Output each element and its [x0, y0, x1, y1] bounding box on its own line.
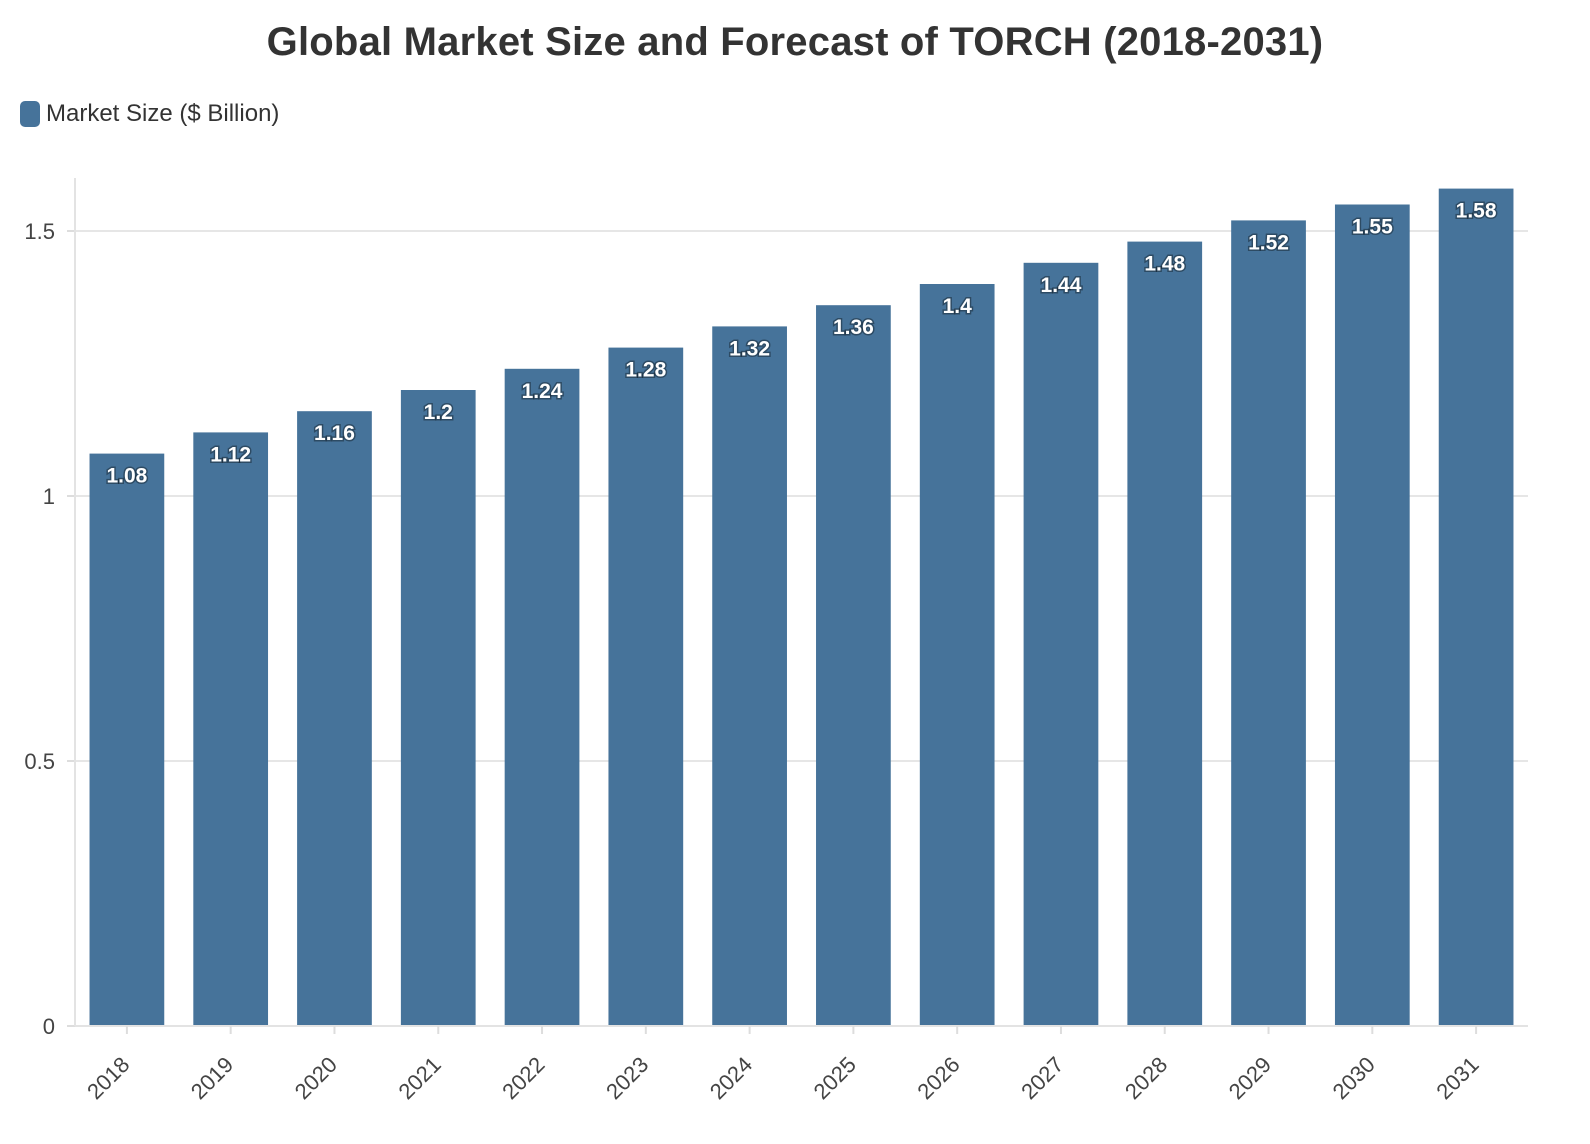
data-label: 1.4	[943, 295, 973, 318]
data-label: 1.36	[833, 316, 874, 339]
bar-2029[interactable]	[1231, 220, 1306, 1026]
x-tick-label: 2021	[393, 1052, 445, 1104]
y-tick-label: 0	[43, 1014, 55, 1039]
x-tick-label: 2022	[497, 1052, 549, 1104]
y-tick-label: 1	[43, 484, 55, 509]
data-label: 1.52	[1248, 231, 1289, 254]
gridlines	[75, 230, 1528, 762]
x-tick-label: 2030	[1328, 1052, 1380, 1104]
bar-2030[interactable]	[1334, 204, 1410, 1027]
bar-2028[interactable]	[1127, 241, 1203, 1027]
data-label: 1.08	[106, 465, 147, 488]
bar-2019[interactable]	[193, 432, 269, 1026]
y-tick-label: 0.5	[24, 749, 55, 774]
chart-title: Global Market Size and Forecast of TORCH…	[266, 20, 1324, 64]
x-tick-label: 2029	[1224, 1052, 1276, 1104]
data-label: 1.48	[1144, 253, 1185, 276]
x-tick-label: 2023	[601, 1052, 653, 1104]
data-label: 1.16	[314, 422, 355, 445]
bar-2025[interactable]	[816, 305, 891, 1026]
legend[interactable]: Market Size ($ Billion)	[20, 100, 279, 128]
data-label: 1.2	[424, 401, 453, 424]
bar-2022[interactable]	[504, 368, 580, 1026]
data-label: 1.32	[729, 337, 770, 360]
bars	[89, 188, 1514, 1027]
data-label: 1.58	[1456, 200, 1497, 223]
bar-2020[interactable]	[297, 411, 372, 1026]
x-tick-label: 2019	[186, 1052, 238, 1104]
bar-2027[interactable]	[1023, 262, 1099, 1026]
x-tick-label: 2025	[809, 1052, 861, 1104]
data-labels: 1.08 1.12 1.16 1.2 1.24 1.28 1.32 1.36 1.4 1.44 1.…	[105, 198, 1498, 489]
data-label: 1.12	[210, 443, 251, 466]
bar-2023[interactable]	[608, 347, 684, 1027]
bar-2021[interactable]	[400, 390, 476, 1026]
bar-2031[interactable]	[1438, 188, 1514, 1027]
bar-2026[interactable]	[919, 284, 995, 1026]
x-tick-label: 2026	[912, 1052, 964, 1104]
data-label: 1.55	[1352, 216, 1393, 239]
data-label: 1.44	[1041, 274, 1082, 297]
bar-2018[interactable]	[89, 453, 165, 1027]
x-tick-label: 2020	[290, 1052, 342, 1104]
legend-swatch	[20, 101, 40, 127]
x-tick-label: 2031	[1431, 1052, 1483, 1104]
x-tick-label: 2024	[705, 1052, 757, 1104]
x-tick-label: 2028	[1120, 1052, 1172, 1104]
x-tick-label: 2018	[82, 1052, 134, 1104]
data-label: 1.28	[625, 359, 666, 382]
legend-label: Market Size ($ Billion)	[46, 100, 280, 127]
y-tick-label: 1.5	[24, 219, 55, 244]
bar-2024[interactable]	[712, 326, 787, 1026]
data-label: 1.24	[522, 380, 563, 403]
x-tick-label: 2027	[1016, 1052, 1068, 1104]
